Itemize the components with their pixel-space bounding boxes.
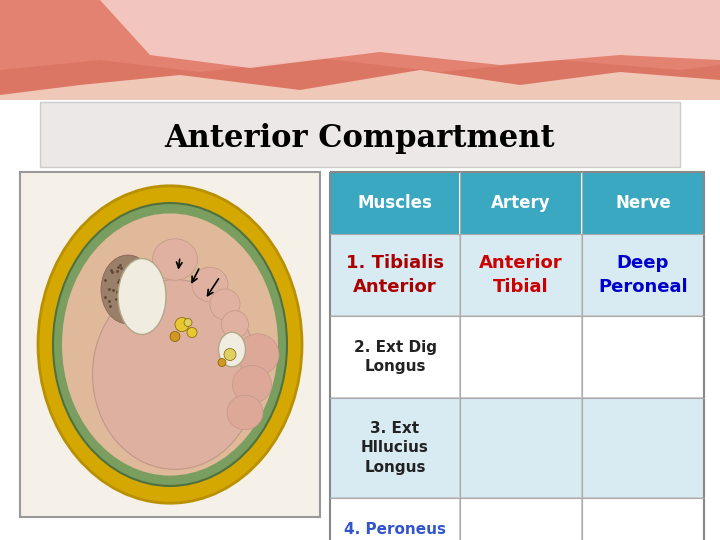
Bar	[460, 234, 581, 315]
FancyBboxPatch shape	[40, 102, 680, 167]
Text: 3. Ext
Hllucius
Longus: 3. Ext Hllucius Longus	[361, 421, 429, 475]
Ellipse shape	[192, 267, 228, 302]
Circle shape	[218, 359, 226, 367]
Ellipse shape	[222, 310, 248, 338]
Bar	[460, 498, 581, 540]
Text: Artery: Artery	[491, 194, 551, 212]
Bar	[330, 234, 459, 315]
Text: Muscles: Muscles	[358, 194, 433, 212]
Ellipse shape	[53, 203, 287, 486]
Polygon shape	[0, 0, 720, 110]
FancyBboxPatch shape	[20, 172, 320, 517]
Bar	[330, 498, 459, 540]
Circle shape	[170, 332, 180, 341]
Circle shape	[224, 348, 236, 361]
Ellipse shape	[101, 255, 155, 324]
Text: Anterior
Tibial: Anterior Tibial	[480, 254, 563, 296]
Bar	[330, 172, 459, 234]
Bar	[582, 316, 703, 397]
Circle shape	[175, 318, 189, 332]
Circle shape	[184, 319, 192, 327]
Ellipse shape	[92, 280, 258, 469]
Bar	[460, 172, 581, 234]
Text: Nerve: Nerve	[615, 194, 671, 212]
Text: Anterior Compartment: Anterior Compartment	[165, 123, 555, 153]
Ellipse shape	[38, 186, 302, 503]
PathPatch shape	[0, 0, 720, 95]
Text: Deep
Peroneal: Deep Peroneal	[598, 254, 688, 296]
Text: 1. Tibialis
Anterior: 1. Tibialis Anterior	[346, 254, 444, 296]
Bar	[0, 100, 720, 540]
Bar	[330, 316, 459, 397]
Ellipse shape	[218, 332, 246, 367]
Ellipse shape	[118, 259, 166, 334]
Bar	[330, 398, 459, 497]
Circle shape	[187, 327, 197, 338]
Bar	[582, 234, 703, 315]
Ellipse shape	[210, 289, 240, 320]
Text: 2. Ext Dig
Longus: 2. Ext Dig Longus	[354, 340, 436, 374]
Bar	[330, 172, 704, 540]
Ellipse shape	[153, 239, 197, 280]
Bar	[582, 498, 703, 540]
Bar	[460, 398, 581, 497]
Bar	[582, 172, 703, 234]
Bar	[582, 398, 703, 497]
Text: 4. Peroneus
Tertius: 4. Peroneus Tertius	[344, 522, 446, 540]
PathPatch shape	[0, 0, 720, 72]
Ellipse shape	[62, 213, 278, 476]
Ellipse shape	[227, 395, 263, 430]
Ellipse shape	[233, 366, 271, 403]
PathPatch shape	[100, 0, 720, 68]
Bar	[460, 316, 581, 397]
Ellipse shape	[237, 334, 279, 375]
